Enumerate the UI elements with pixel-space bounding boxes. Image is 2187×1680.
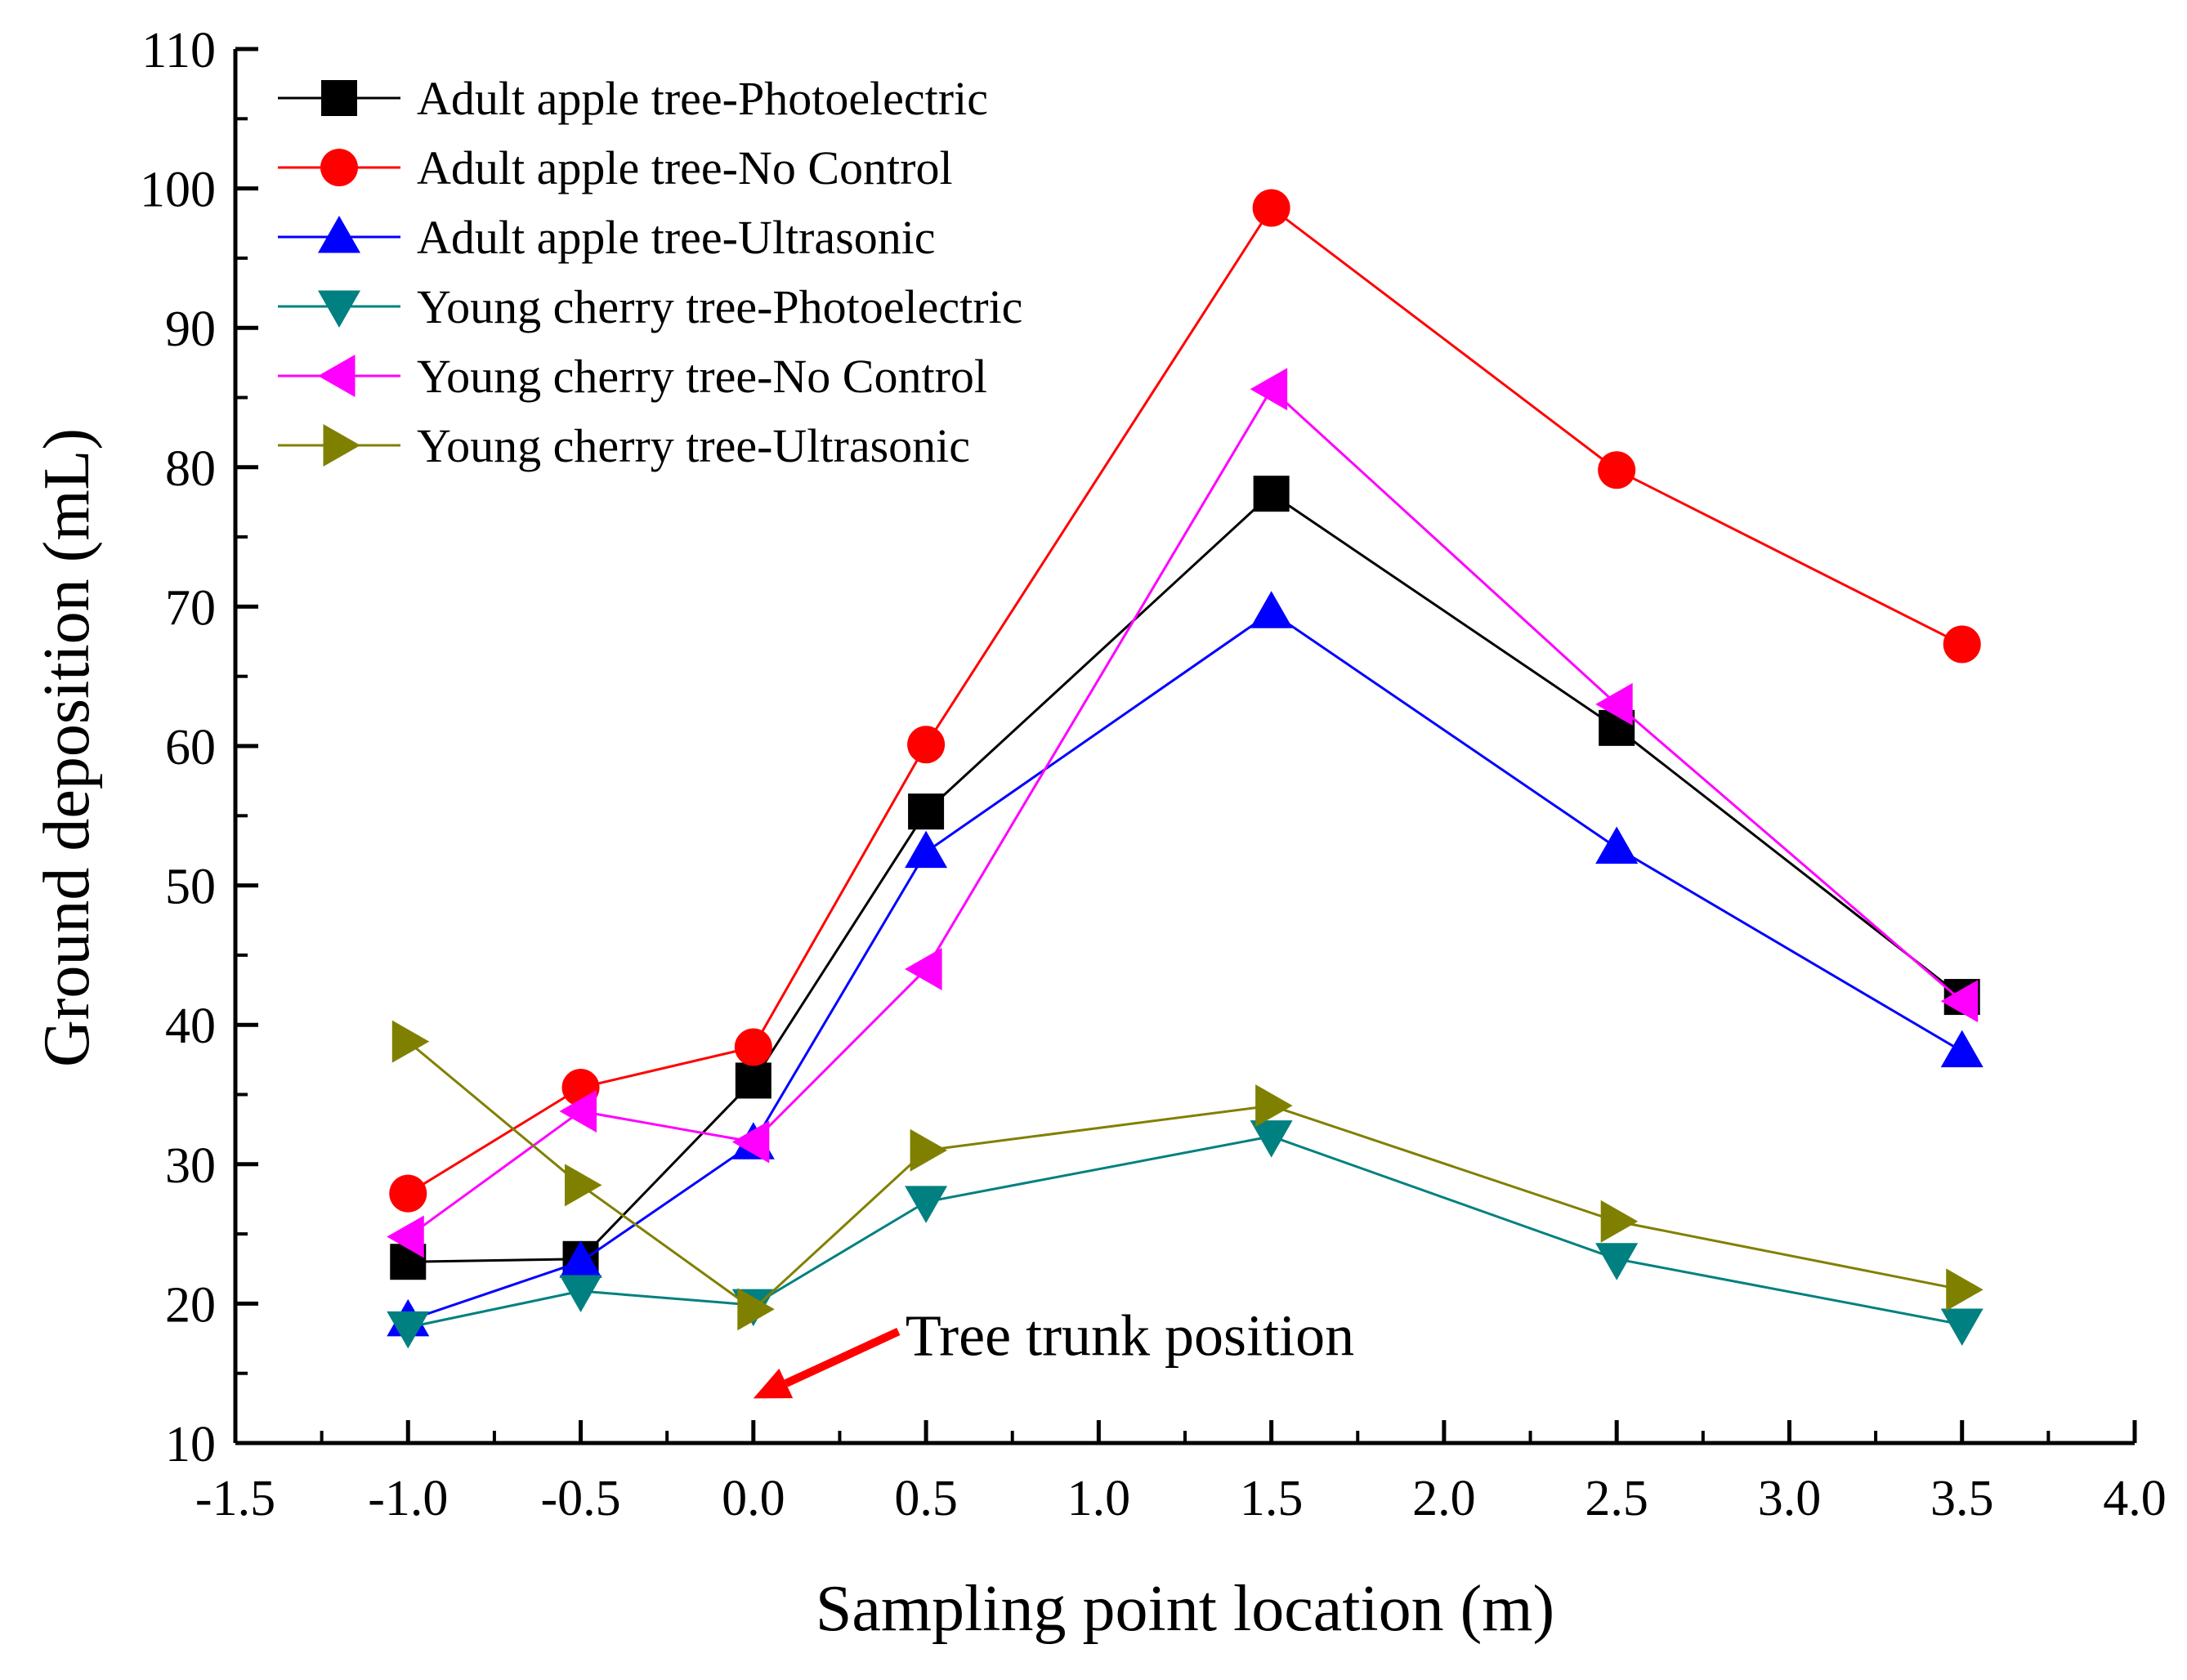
y-tick-label: 90 — [165, 302, 216, 357]
x-axis-title: Sampling point location (m) — [816, 1573, 1554, 1645]
legend-marker — [321, 80, 357, 116]
data-point — [1943, 625, 1981, 664]
legend-item: Adult apple tree-No Control — [278, 141, 953, 194]
legend-marker — [318, 355, 356, 397]
series-line — [407, 610, 1963, 1322]
x-tick-label: 1.5 — [1240, 1471, 1304, 1526]
x-tick-label: 0.5 — [894, 1471, 958, 1526]
data-point — [565, 1164, 602, 1207]
data-point — [387, 1311, 430, 1349]
legend-label: Young cherry tree-Photoelectric — [417, 280, 1022, 333]
y-tick-label: 30 — [165, 1138, 216, 1194]
legend-item: Young cherry tree-Ultrasonic — [278, 419, 970, 472]
legend-label: Adult apple tree-Ultrasonic — [417, 211, 936, 264]
y-tick-label: 10 — [165, 1417, 216, 1472]
y-tick-label: 50 — [165, 860, 216, 915]
x-tick-label: 1.0 — [1067, 1471, 1131, 1526]
data-point — [905, 830, 948, 869]
annotation: Tree trunk position — [753, 1303, 1354, 1399]
y-tick-label: 70 — [165, 580, 216, 636]
data-point — [1940, 1308, 1984, 1346]
data-point — [1600, 1200, 1639, 1243]
data-point — [1598, 451, 1636, 489]
legend-label: Young cherry tree-No Control — [417, 350, 987, 403]
data-point — [389, 1174, 427, 1213]
legend-item: Young cherry tree-Photoelectric — [278, 280, 1022, 333]
data-point — [905, 1186, 948, 1223]
x-tick-label: 2.5 — [1585, 1471, 1648, 1526]
legend-label: Adult apple tree-No Control — [417, 141, 953, 194]
x-tick-label: 3.0 — [1758, 1471, 1822, 1526]
legend-label: Young cherry tree-Ultrasonic — [417, 419, 970, 472]
legend-marker — [318, 290, 360, 328]
x-tick-label: 0.0 — [722, 1471, 785, 1526]
y-tick-label: 60 — [165, 720, 216, 775]
data-point — [1255, 1084, 1293, 1128]
data-point — [1595, 682, 1633, 726]
annotation-text: Tree trunk position — [906, 1303, 1354, 1369]
y-tick-label: 80 — [165, 441, 216, 497]
series-5 — [387, 368, 1979, 1258]
legend-marker — [320, 149, 358, 186]
legend: Adult apple tree-Photoelectric Adult appl… — [278, 72, 1022, 472]
x-axis-ticks: -1.5 -1.0 -0.5 0.0 0.5 1.0 1.5 2.0 2.5 3.0 3.5 4.0 — [195, 1420, 2167, 1526]
x-tick-label: 3.5 — [1930, 1471, 1994, 1526]
y-tick-label: 40 — [165, 999, 216, 1054]
data-point — [734, 1028, 772, 1066]
series-6 — [391, 1020, 1984, 1331]
series-line — [407, 1135, 1963, 1329]
data-point — [1253, 476, 1290, 512]
data-point — [1250, 591, 1293, 628]
annotation-arrow-head — [753, 1368, 794, 1399]
data-point — [387, 1215, 424, 1258]
series-1 — [390, 476, 1980, 1280]
data-point — [559, 1240, 602, 1278]
data-point — [731, 1120, 770, 1164]
data-point — [1940, 1030, 1984, 1068]
y-tick-label: 110 — [141, 23, 216, 78]
data-point — [559, 1089, 597, 1133]
legend-item: Adult apple tree-Photoelectric — [278, 72, 988, 125]
series-line — [407, 386, 1963, 1238]
y-tick-label: 20 — [165, 1277, 216, 1333]
data-point — [1252, 189, 1290, 227]
data-point — [910, 1128, 948, 1172]
x-tick-label: -1.5 — [195, 1471, 275, 1526]
data-point — [737, 1288, 775, 1331]
legend-label: Adult apple tree-Photoelectric — [417, 72, 988, 125]
data-point — [907, 726, 946, 764]
data-point — [1595, 826, 1639, 865]
x-tick-label: -0.5 — [540, 1471, 620, 1526]
x-tick-label: -1.0 — [368, 1471, 448, 1526]
annotation-arrow-shaft — [784, 1327, 901, 1387]
legend-item: Young cherry tree-No Control — [278, 350, 987, 403]
series-line — [407, 1040, 1963, 1311]
legend-marker — [323, 424, 360, 467]
data-point — [1250, 368, 1288, 411]
data-point — [905, 947, 942, 990]
data-point — [1946, 1268, 1984, 1311]
x-tick-label: 4.0 — [2103, 1471, 2167, 1526]
data-point — [1940, 980, 1979, 1023]
y-axis-title: Ground deposition (mL) — [31, 428, 103, 1067]
data-point — [1595, 1243, 1639, 1280]
data-point — [1250, 1120, 1293, 1158]
data-point — [908, 793, 945, 830]
y-axis-ticks: 10 20 30 40 50 60 70 80 90 100 110 — [140, 23, 258, 1472]
series-2 — [389, 189, 1981, 1213]
legend-item: Adult apple tree-Ultrasonic — [278, 211, 936, 264]
series-line — [408, 492, 1963, 1263]
data-point — [559, 1275, 602, 1313]
series-3 — [387, 591, 1984, 1337]
data-point — [391, 1020, 430, 1063]
y-tick-label: 100 — [140, 163, 216, 218]
series-layer — [387, 189, 1984, 1349]
x-tick-label: 2.0 — [1412, 1471, 1476, 1526]
legend-marker — [318, 216, 360, 253]
data-point — [735, 1062, 771, 1099]
